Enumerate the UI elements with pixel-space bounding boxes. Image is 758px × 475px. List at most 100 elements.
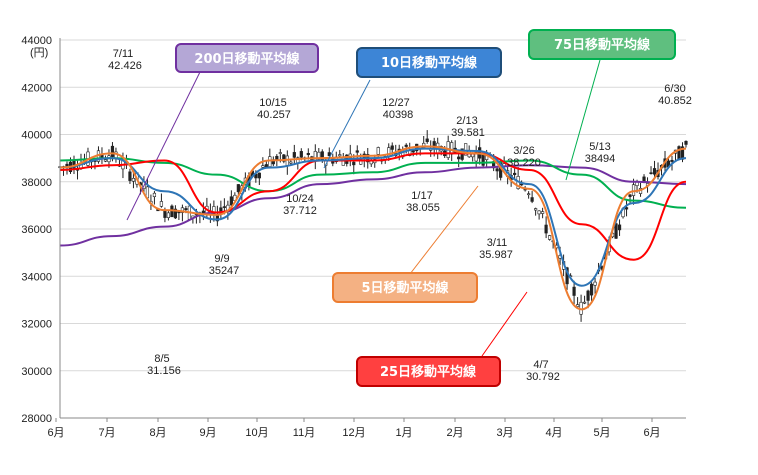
- candlestick: [541, 207, 545, 219]
- candlestick: [677, 145, 681, 161]
- x-tick-labels: 6月 7月 8月 9月 10月 11月 12月 1月 2月 3月 4月 5月 6月: [47, 418, 661, 439]
- candlestick: [652, 160, 657, 179]
- y-tick-label: 38000: [21, 177, 52, 189]
- candlestick: [513, 166, 517, 181]
- annotation-value: 38.055: [406, 202, 440, 214]
- candlestick: [114, 147, 118, 163]
- annotation-value: 35247: [209, 265, 240, 277]
- label-ma75-text: 75日移動平均線: [554, 37, 651, 53]
- candlestick: [474, 145, 478, 168]
- annotation-value: 39.581: [451, 127, 485, 139]
- candlestick: [586, 289, 590, 309]
- annotation-value: 38494: [585, 153, 616, 165]
- label-ma200-text: 200日移動平均線: [194, 51, 300, 67]
- y-tick-label: 32000: [21, 319, 52, 331]
- annotation-10-15: 10/15 40.257: [257, 97, 291, 121]
- candlestick: [261, 157, 265, 169]
- annotation-date: 8/5: [154, 353, 169, 365]
- candlestick: [617, 219, 622, 236]
- ma25-leader-line: [481, 291, 528, 357]
- series-line-0: [59, 145, 687, 311]
- annotation-10-24: 10/24 37.712: [283, 193, 317, 217]
- annotation-value: 35.987: [479, 249, 513, 261]
- annotation-date: 9/9: [214, 253, 229, 265]
- x-tick-label: 6月: [643, 427, 660, 439]
- x-tick-label: 8月: [149, 427, 166, 439]
- x-tick-label: 5月: [593, 427, 610, 439]
- candlestick: [215, 205, 219, 227]
- candlestick: [131, 171, 136, 189]
- candlestick: [282, 153, 286, 164]
- candlestick: [572, 280, 576, 305]
- annotation-value: 38.220: [507, 157, 541, 169]
- candlestick: [128, 168, 132, 184]
- candlestick: [527, 191, 531, 199]
- annotation-date: 3/26: [513, 145, 534, 157]
- series-line-1: [59, 147, 687, 287]
- label-ma5-text: 5日移動平均線: [361, 280, 449, 296]
- annotation-value: 40398: [383, 109, 414, 121]
- annotation-value: 31.156: [147, 365, 181, 377]
- candlestick: [100, 147, 104, 164]
- annotation-value: 30.792: [526, 371, 560, 383]
- candlestick: [327, 147, 331, 157]
- annotation-2-13: 2/13 39.581: [451, 115, 485, 139]
- candlestick: [544, 216, 548, 239]
- candlestick: [628, 193, 632, 204]
- ma200-leader-line: [126, 71, 201, 221]
- annotation-value: 37.712: [283, 205, 317, 217]
- candlestick: [257, 172, 261, 186]
- candlestick: [159, 193, 164, 208]
- series-line-4: [59, 164, 687, 247]
- candlestick: [180, 204, 185, 222]
- candlestick: [285, 150, 289, 175]
- ma10-leader-line: [323, 79, 371, 169]
- candlestick: [495, 165, 499, 180]
- annotation-date: 10/15: [259, 97, 287, 109]
- candlestick: [684, 140, 688, 148]
- annotation-5-13: 5/13 38494: [585, 141, 616, 165]
- annotation-date: 1/17: [411, 190, 432, 202]
- label-ma75: 75日移動平均線: [528, 29, 676, 60]
- annotation-3-11: 3/11 35.987: [479, 237, 513, 261]
- annotation-date: 12/27: [382, 97, 410, 109]
- annotation-8-5: 8/5 31.156: [147, 353, 181, 377]
- candlestick: [152, 191, 157, 205]
- x-tick-label: 2月: [446, 427, 463, 439]
- candlestick: [177, 211, 181, 220]
- y-tick-label: 36000: [21, 224, 52, 236]
- candlestick: [338, 149, 342, 157]
- moving-average-lines: [59, 145, 687, 311]
- candlestick: [582, 295, 587, 305]
- candlestick: [352, 154, 356, 175]
- annotation-3-26: 3/26 38.220: [507, 145, 541, 169]
- y-tick-label: 30000: [21, 366, 52, 378]
- candlestick: [589, 282, 594, 301]
- x-tick-label: 6月: [47, 427, 64, 439]
- candlestick: [219, 200, 223, 220]
- ma75-leader-line: [565, 59, 601, 181]
- label-ma10: 10日移動平均線: [356, 47, 502, 78]
- annotation-6-30: 6/30 40.852: [658, 83, 692, 107]
- annotation-date: 10/24: [286, 193, 314, 205]
- candlestick: [534, 207, 538, 216]
- x-tick-label: 11月: [293, 427, 315, 439]
- label-ma25-text: 25日移動平均線: [380, 364, 477, 380]
- x-tick-label: 10月: [245, 427, 268, 439]
- candlestick: [624, 199, 629, 217]
- label-ma25: 25日移動平均線: [356, 356, 501, 387]
- y-tick-label: 44000: [21, 35, 52, 47]
- label-ma5: 5日移動平均線: [332, 272, 478, 303]
- candlestick: [649, 166, 653, 175]
- ma5-leader-line: [409, 185, 479, 275]
- annotation-date: 4/7: [533, 359, 548, 371]
- annotation-9-9: 9/9 35247: [209, 253, 240, 277]
- annotation-value: 40.852: [658, 95, 692, 107]
- x-tick-label: 1月: [395, 427, 412, 439]
- series-line-3: [59, 157, 687, 209]
- annotation-7-11: 7/11 42.426: [108, 48, 142, 72]
- x-tick-label: 12月: [342, 427, 365, 439]
- annotation-date: 6/30: [664, 83, 685, 95]
- label-ma10-text: 10日移動平均線: [381, 55, 478, 71]
- candlestick: [236, 184, 240, 196]
